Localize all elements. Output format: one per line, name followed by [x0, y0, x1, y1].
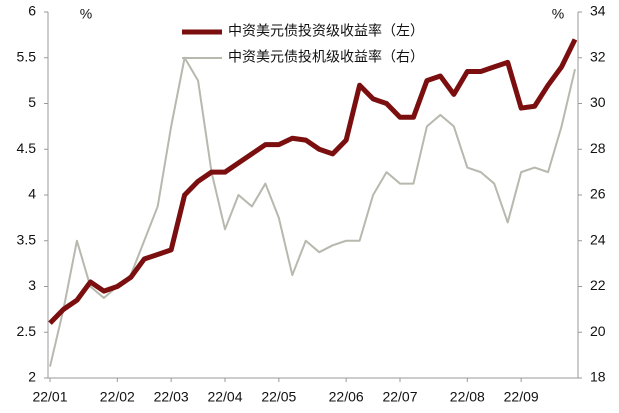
y2-tick-label: 28 — [590, 140, 606, 156]
y2-tick-label: 32 — [590, 48, 606, 64]
y-tick-label: 4.5 — [17, 140, 37, 156]
x-tick-label: 22/07 — [382, 389, 417, 405]
y-tick-label: 3 — [28, 277, 36, 293]
y-tick-label: 5 — [28, 94, 36, 110]
y-tick-label: 4 — [28, 186, 36, 202]
x-tick-label: 22/09 — [504, 389, 539, 405]
x-tick-label: 22/03 — [154, 389, 189, 405]
legend-label: 中资美元债投机级收益率（右） — [228, 49, 424, 65]
series-line — [49, 56, 576, 367]
y2-axis-unit: % — [552, 6, 564, 22]
x-tick-label: 22/04 — [207, 389, 242, 405]
y2-tick-label: 22 — [590, 277, 606, 293]
x-tick-label: 22/01 — [32, 389, 67, 405]
y2-tick-label: 34 — [590, 3, 606, 19]
x-tick-label: 22/08 — [450, 389, 485, 405]
y-axis-unit: % — [80, 6, 92, 22]
y-tick-label: 2 — [28, 369, 36, 385]
y2-tick-label: 24 — [590, 231, 606, 247]
y2-tick-label: 20 — [590, 323, 606, 339]
legend-label: 中资美元债投资级收益率（左） — [228, 23, 424, 39]
x-tick-label: 22/05 — [261, 389, 296, 405]
y-tick-label: 2.5 — [17, 323, 37, 339]
y-tick-label: 5.5 — [17, 48, 37, 64]
y-tick-label: 3.5 — [17, 231, 37, 247]
y-tick-label: 6 — [28, 3, 36, 19]
y2-tick-label: 18 — [590, 369, 606, 385]
x-tick-label: 22/06 — [329, 389, 364, 405]
y2-tick-label: 30 — [590, 94, 606, 110]
x-tick-label: 22/02 — [100, 389, 135, 405]
series-line — [48, 38, 578, 325]
y2-tick-label: 26 — [590, 186, 606, 202]
